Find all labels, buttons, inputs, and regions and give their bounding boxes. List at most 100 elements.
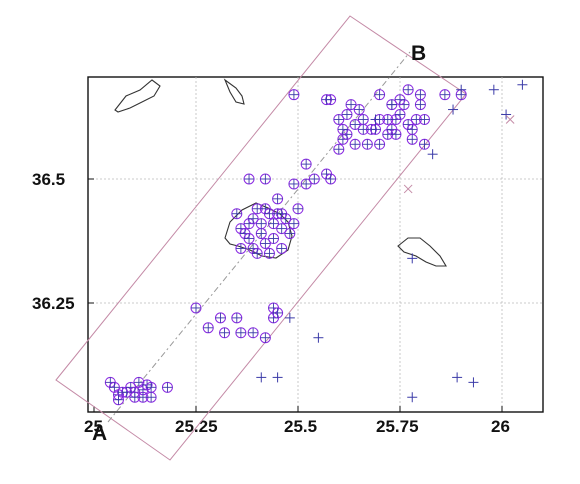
data-point-circle-plus-0-15 (161, 381, 173, 393)
data-point-circle-plus-0-42 (268, 233, 280, 245)
data-point-circle-plus-0-16 (190, 302, 202, 314)
x-tick-label-25: 25 (84, 417, 103, 436)
data-point-circle-plus-0-44 (276, 223, 288, 235)
data-point-circle-plus-0-20 (231, 312, 243, 324)
data-point-circle-plus-0-86 (414, 99, 426, 111)
data-point-circle-plus-0-99 (402, 84, 414, 96)
data-point-circle-plus-0-47 (284, 228, 296, 240)
data-point-circle-plus-0-84 (406, 133, 418, 145)
data-point-circle-plus-0-36 (255, 228, 267, 240)
profile-end-label: B (411, 42, 426, 65)
data-point-circle-plus-0-54 (276, 208, 288, 220)
data-point-circle-plus-0-39 (259, 237, 271, 249)
data-point-circle-plus-0-65 (349, 138, 361, 150)
data-point-circle-plus-0-73 (374, 138, 386, 150)
data-point-circle-plus-0-79 (390, 128, 402, 140)
data-point-circle-plus-0-83 (406, 123, 418, 135)
data-point-circle-plus-0-55 (288, 178, 300, 190)
data-point-circle-plus-0-89 (345, 99, 357, 111)
data-point-circle-plus-0-22 (247, 327, 259, 339)
data-point-plus-1-15 (370, 114, 381, 125)
data-point-plus-1-11 (501, 109, 512, 120)
profile-line-a-b (107, 51, 411, 423)
data-point-circle-plus-0-62 (333, 143, 345, 155)
data-point-circle-plus-0-45 (276, 242, 288, 254)
y-tick-label-36.5: 36.5 (32, 170, 65, 189)
data-point-circle-plus-0-70 (361, 138, 373, 150)
island-coastline-center (224, 202, 293, 259)
data-point-circle-plus-0-69 (357, 113, 369, 125)
data-point-circle-plus-0-96 (374, 89, 386, 101)
profile-start-label: A (92, 422, 107, 445)
data-point-circle-plus-0-49 (251, 247, 263, 259)
data-point-circle-plus-0-52 (259, 173, 271, 185)
data-point-circle-plus-0-41 (268, 218, 280, 230)
data-point-circle-plus-0-67 (353, 104, 365, 116)
y-tick-label-36.25: 36.25 (32, 294, 75, 313)
data-point-plus-1-4 (407, 253, 418, 264)
island-coastline-east (397, 237, 447, 267)
data-point-circle-plus-0-27 (231, 208, 243, 220)
data-point-circle-plus-0-57 (300, 178, 312, 190)
data-point-circle-plus-0-26 (272, 307, 284, 319)
data-point-circle-plus-0-11 (145, 381, 157, 393)
data-point-circle-plus-0-17 (202, 322, 214, 334)
data-point-circle-plus-0-14 (112, 394, 124, 406)
data-point-circle-plus-0-29 (235, 242, 247, 254)
data-point-circle-plus-0-56 (292, 203, 304, 215)
plot-frame (87, 76, 544, 413)
data-point-circle-plus-0-34 (247, 213, 259, 225)
data-point-circle-plus-0-61 (325, 173, 337, 185)
axis-ticks (88, 178, 503, 412)
data-point-plus-1-9 (456, 84, 467, 95)
data-point-circle-plus-0-66 (349, 118, 361, 130)
data-point-plus-1-1 (272, 372, 283, 383)
island-coastline-n (223, 78, 245, 105)
island-coastline-nw (114, 79, 161, 113)
data-point-circle-plus-0-50 (288, 218, 300, 230)
x-tick-label-25.25: 25.25 (175, 417, 218, 436)
data-point-circle-plus-0-19 (219, 327, 231, 339)
scatter-markers (104, 79, 528, 406)
data-point-plus-1-10 (488, 84, 499, 95)
data-point-plus-1-2 (284, 312, 295, 323)
data-point-circle-plus-0-80 (394, 109, 406, 121)
data-point-circle-plus-0-32 (243, 233, 255, 245)
data-point-plus-1-6 (452, 372, 463, 383)
coastlines (114, 78, 447, 267)
gridlines (88, 77, 543, 412)
data-point-circle-plus-0-58 (300, 158, 312, 170)
data-point-circle-plus-0-72 (370, 123, 382, 135)
data-point-plus-1-5 (407, 392, 418, 403)
data-point-circle-plus-0-100 (414, 89, 426, 101)
data-point-circle-plus-0-23 (259, 332, 271, 344)
data-point-circle-plus-0-53 (272, 193, 284, 205)
data-point-circle-plus-0-48 (263, 247, 275, 259)
data-point-circle-plus-0-93 (333, 113, 345, 125)
data-point-circle-plus-0-91 (288, 89, 300, 101)
data-point-plus-1-7 (468, 377, 479, 388)
data-point-circle-plus-0-13 (145, 391, 157, 403)
data-point-plus-1-8 (448, 104, 459, 115)
data-point-circle-plus-0-21 (235, 327, 247, 339)
data-point-plus-1-14 (386, 99, 397, 110)
data-point-circle-plus-0-101 (439, 89, 451, 101)
data-point-circle-plus-0-94 (337, 123, 349, 135)
data-point-circle-plus-0-18 (214, 312, 226, 324)
x-tick-label-26: 26 (491, 417, 510, 436)
data-point-cross-2-0 (403, 184, 413, 194)
data-point-circle-plus-0-88 (418, 138, 430, 150)
x-tick-label-25.5: 25.5 (284, 417, 317, 436)
data-point-circle-plus-0-51 (243, 173, 255, 185)
data-point-circle-plus-0-87 (418, 113, 430, 125)
data-point-circle-plus-0-59 (308, 173, 320, 185)
data-point-plus-1-13 (427, 149, 438, 160)
data-point-cross-2-1 (505, 115, 515, 124)
data-point-plus-1-3 (313, 332, 324, 343)
data-point-plus-1-12 (517, 79, 528, 90)
x-tick-label-25.75: 25.75 (376, 417, 419, 436)
data-point-circle-plus-0-37 (255, 218, 267, 230)
data-point-circle-plus-0-95 (321, 94, 333, 106)
data-point-plus-1-0 (256, 372, 267, 383)
